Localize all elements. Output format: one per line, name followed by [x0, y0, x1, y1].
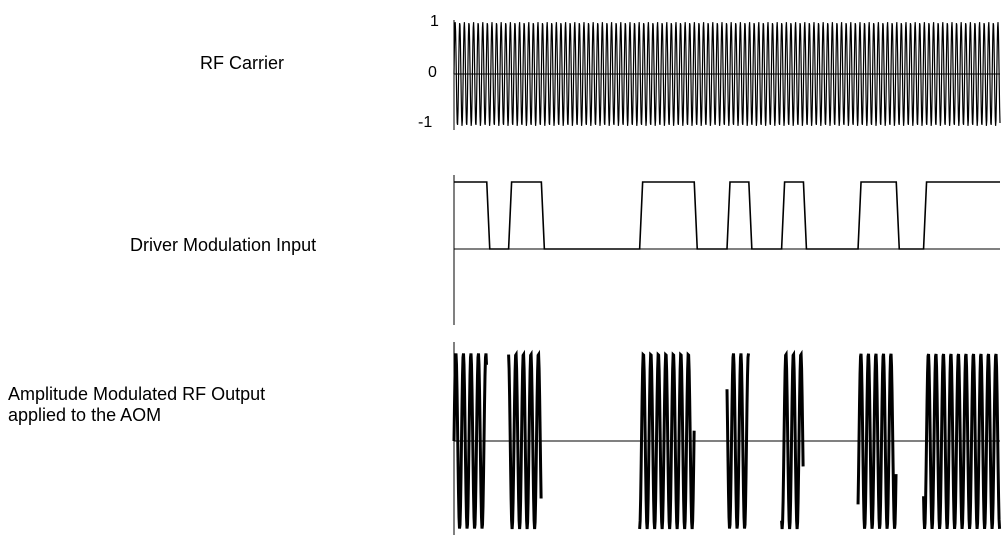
rf-carrier-label: RF Carrier — [200, 53, 284, 73]
driver-modulation-input-label: Driver Modulation Input — [130, 235, 317, 255]
am-burst-0 — [452, 353, 488, 529]
am-burst-4 — [638, 351, 696, 530]
am-rf-output-label: Amplitude Modulated RF Output applied to… — [8, 384, 265, 426]
am-burst-12 — [922, 353, 1002, 530]
am-rf-output-label-line2: applied to the AOM — [8, 405, 162, 425]
am-burst-8 — [780, 349, 805, 530]
driver-modulation-plot — [453, 175, 1000, 325]
carrier-waveform — [453, 22, 1001, 126]
carrier-tick-minus-1: -1 — [418, 114, 433, 131]
am-rf-output-label-line1: Amplitude Modulated RF Output — [8, 384, 266, 404]
am-burst-10 — [856, 353, 898, 529]
carrier-tick-1: 1 — [430, 13, 439, 30]
am-burst-6 — [725, 353, 750, 529]
rf-carrier-plot — [453, 20, 1001, 130]
carrier-tick-0: 0 — [428, 64, 437, 81]
modulation-waveform — [454, 181, 1000, 250]
am-burst-2 — [507, 349, 543, 530]
am-rf-output-plot — [452, 342, 1002, 535]
